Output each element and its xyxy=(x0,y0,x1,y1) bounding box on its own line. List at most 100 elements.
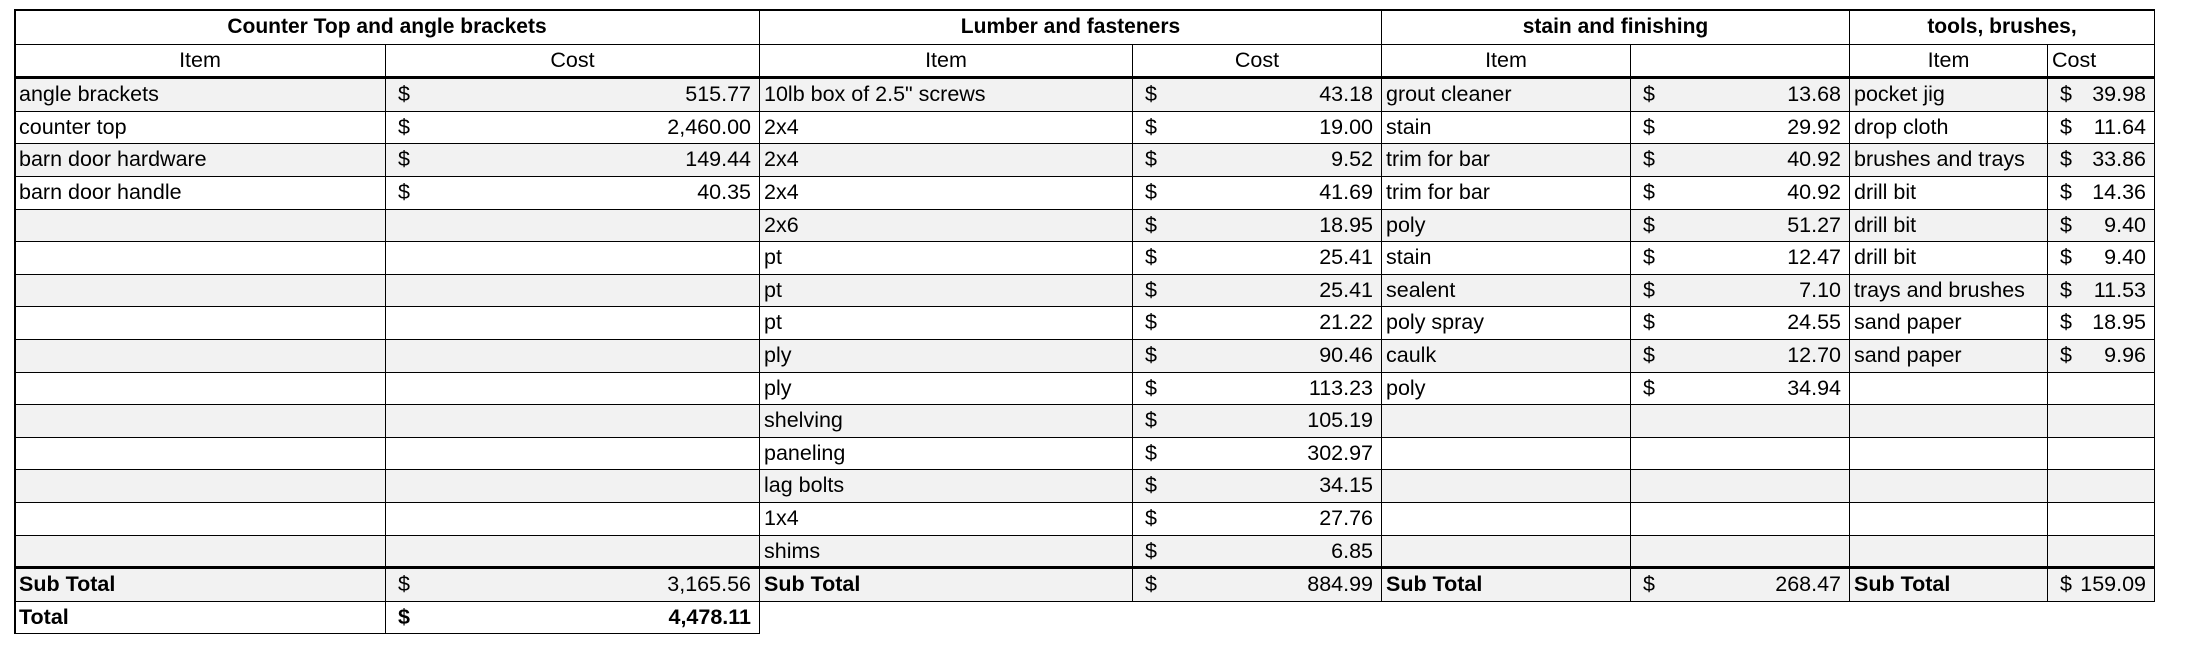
column-header-cost[interactable]: Cost xyxy=(2048,44,2155,78)
cost-cell[interactable]: $14.36 xyxy=(2048,177,2155,210)
item-cell[interactable] xyxy=(1850,503,2048,536)
cost-cell[interactable] xyxy=(386,274,760,308)
cost-cell[interactable] xyxy=(386,503,760,536)
subtotal-cell[interactable]: $3,165.56 xyxy=(386,569,760,602)
item-cell[interactable]: pt xyxy=(760,242,1133,275)
item-cell[interactable]: barn door handle xyxy=(15,177,386,210)
cost-cell[interactable] xyxy=(2048,437,2155,471)
item-cell[interactable] xyxy=(15,274,386,308)
cost-cell[interactable] xyxy=(2048,503,2155,536)
cost-cell[interactable]: $34.94 xyxy=(1631,372,1850,406)
cost-cell[interactable]: $18.95 xyxy=(2048,307,2155,340)
cost-cell[interactable]: $9.40 xyxy=(2048,242,2155,275)
item-cell[interactable]: stain xyxy=(1382,111,1631,145)
cost-cell[interactable]: $40.92 xyxy=(1631,177,1850,210)
item-cell[interactable]: pt xyxy=(760,274,1133,308)
item-cell[interactable]: lag bolts xyxy=(760,470,1133,503)
item-cell[interactable] xyxy=(1850,535,2048,569)
cost-cell[interactable]: $39.98 xyxy=(2048,79,2155,112)
item-cell[interactable] xyxy=(15,503,386,536)
item-cell[interactable] xyxy=(1850,470,2048,503)
item-cell[interactable] xyxy=(15,242,386,275)
item-cell[interactable] xyxy=(1382,503,1631,536)
subtotal-label[interactable]: Sub Total xyxy=(760,569,1133,602)
cost-cell[interactable]: $34.15 xyxy=(1133,470,1382,503)
cost-cell[interactable] xyxy=(2048,470,2155,503)
item-cell[interactable]: 2x4 xyxy=(760,111,1133,145)
item-cell[interactable]: drop cloth xyxy=(1850,111,2048,145)
item-cell[interactable]: drill bit xyxy=(1850,242,2048,275)
section-title[interactable]: Counter Top and angle brackets xyxy=(15,10,760,45)
item-cell[interactable] xyxy=(1850,437,2048,471)
cost-cell[interactable]: $51.27 xyxy=(1631,209,1850,243)
section-title[interactable]: Lumber and fasteners xyxy=(760,10,1382,45)
subtotal-label[interactable]: Sub Total xyxy=(1850,569,2048,602)
item-cell[interactable] xyxy=(1382,405,1631,438)
cost-cell[interactable]: $515.77 xyxy=(386,79,760,112)
item-cell[interactable] xyxy=(15,535,386,569)
cost-cell[interactable]: $90.46 xyxy=(1133,340,1382,373)
cost-cell[interactable]: $25.41 xyxy=(1133,242,1382,275)
subtotal-label[interactable]: Sub Total xyxy=(15,569,386,602)
cost-cell[interactable]: $9.96 xyxy=(2048,340,2155,373)
cost-cell[interactable] xyxy=(386,340,760,373)
item-cell[interactable] xyxy=(1382,470,1631,503)
cost-cell[interactable]: $43.18 xyxy=(1133,79,1382,112)
item-cell[interactable] xyxy=(1850,405,2048,438)
column-header-cost[interactable]: Cost xyxy=(386,44,760,78)
column-header-item[interactable]: Item xyxy=(1382,44,1631,78)
item-cell[interactable] xyxy=(1382,437,1631,471)
cost-cell[interactable]: $6.85 xyxy=(1133,535,1382,569)
column-header-cost[interactable]: Cost xyxy=(1133,44,1382,78)
cost-cell[interactable]: $27.76 xyxy=(1133,503,1382,536)
item-cell[interactable]: shims xyxy=(760,535,1133,569)
item-cell[interactable]: stain xyxy=(1382,242,1631,275)
cost-cell[interactable] xyxy=(386,437,760,471)
section-title[interactable]: tools, brushes, xyxy=(1850,10,2155,45)
item-cell[interactable]: caulk xyxy=(1382,340,1631,373)
cost-cell[interactable]: $113.23 xyxy=(1133,372,1382,406)
cost-cell[interactable] xyxy=(1631,437,1850,471)
cost-cell[interactable]: $18.95 xyxy=(1133,209,1382,243)
item-cell[interactable]: shelving xyxy=(760,405,1133,438)
cost-cell[interactable] xyxy=(1631,503,1850,536)
item-cell[interactable]: pocket jig xyxy=(1850,79,2048,112)
cost-cell[interactable] xyxy=(386,209,760,243)
section-title[interactable]: stain and finishing xyxy=(1382,10,1850,45)
subtotal-cell[interactable]: $268.47 xyxy=(1631,569,1850,602)
cost-cell[interactable] xyxy=(386,535,760,569)
item-cell[interactable] xyxy=(15,209,386,243)
item-cell[interactable]: sealent xyxy=(1382,274,1631,308)
item-cell[interactable]: poly spray xyxy=(1382,307,1631,340)
item-cell[interactable] xyxy=(15,372,386,406)
cost-cell[interactable]: $9.40 xyxy=(2048,209,2155,243)
cost-cell[interactable]: $13.68 xyxy=(1631,79,1850,112)
item-cell[interactable] xyxy=(1850,372,2048,406)
item-cell[interactable]: trim for bar xyxy=(1382,144,1631,177)
item-cell[interactable]: grout cleaner xyxy=(1382,79,1631,112)
item-cell[interactable] xyxy=(15,405,386,438)
cost-cell[interactable] xyxy=(2048,372,2155,406)
item-cell[interactable]: poly xyxy=(1382,372,1631,406)
item-cell[interactable]: ply xyxy=(760,340,1133,373)
item-cell[interactable]: ply xyxy=(760,372,1133,406)
cost-cell[interactable] xyxy=(386,405,760,438)
item-cell[interactable]: sand paper xyxy=(1850,307,2048,340)
subtotal-cell[interactable]: $884.99 xyxy=(1133,569,1382,602)
cost-cell[interactable] xyxy=(386,307,760,340)
cost-cell[interactable]: $40.35 xyxy=(386,177,760,210)
item-cell[interactable]: sand paper xyxy=(1850,340,2048,373)
cost-cell[interactable] xyxy=(1631,535,1850,569)
cost-cell[interactable]: $11.53 xyxy=(2048,274,2155,308)
item-cell[interactable]: barn door hardware xyxy=(15,144,386,177)
total-cell[interactable]: $4,478.11 xyxy=(386,601,760,635)
cost-cell[interactable]: $40.92 xyxy=(1631,144,1850,177)
item-cell[interactable] xyxy=(15,437,386,471)
cost-cell[interactable] xyxy=(386,242,760,275)
cost-cell[interactable]: $11.64 xyxy=(2048,111,2155,145)
item-cell[interactable]: brushes and trays xyxy=(1850,144,2048,177)
cost-cell[interactable] xyxy=(1631,405,1850,438)
cost-cell[interactable]: $7.10 xyxy=(1631,274,1850,308)
item-cell[interactable]: counter top xyxy=(15,111,386,145)
item-cell[interactable] xyxy=(1382,535,1631,569)
